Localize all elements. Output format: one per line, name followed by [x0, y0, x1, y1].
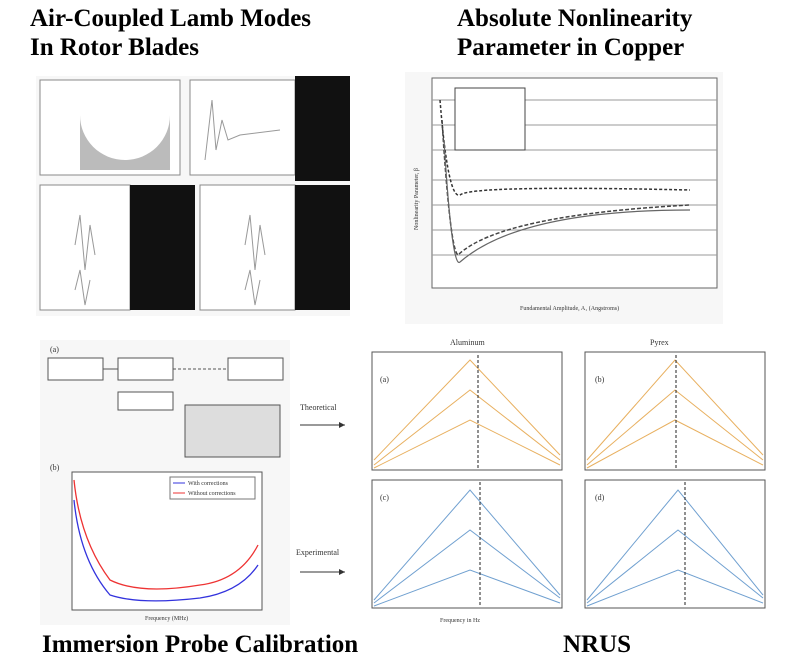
panel-label: (d) — [595, 493, 605, 502]
panel-title: Immersion Probe Calibration — [42, 631, 358, 658]
panel-title: Air-Coupled Lamb Modes — [30, 5, 311, 32]
panel-label: (b) — [50, 463, 60, 472]
panel-title: NRUS — [563, 631, 631, 658]
panel-title: Parameter in Copper — [457, 34, 684, 61]
panel-label: (b) — [595, 375, 605, 384]
axis-label: Fundamental Amplitude, A₁ (Angstroms) — [520, 305, 619, 312]
copper-figure: Nonlinearity Parameter, β Fundamental Am… — [405, 72, 723, 324]
lamb-figure — [36, 76, 350, 316]
panel-label: (a) — [50, 345, 59, 354]
legend-entry: Without corrections — [188, 491, 236, 497]
nrus-figure: Aluminum Pyrex Theoretical Experimental … — [296, 338, 766, 624]
panel-label: (c) — [380, 493, 389, 502]
panel-label: (a) — [380, 375, 389, 384]
axis-label: Frequency (MHz) — [145, 615, 188, 622]
column-label: Pyrex — [650, 338, 669, 347]
column-label: Aluminum — [450, 338, 485, 347]
row-label: Theoretical — [300, 403, 337, 412]
panel-title: In Rotor Blades — [30, 34, 199, 61]
legend-entry: With corrections — [188, 481, 229, 487]
calibration-figure: (a) (b) With corrections Without correct… — [40, 340, 290, 625]
axis-label: Nonlinearity Parameter, β — [414, 168, 420, 230]
panel-title: Absolute Nonlinearity — [457, 5, 693, 32]
axis-label: Frequency in Hz — [440, 618, 480, 624]
row-label: Experimental — [296, 548, 340, 557]
